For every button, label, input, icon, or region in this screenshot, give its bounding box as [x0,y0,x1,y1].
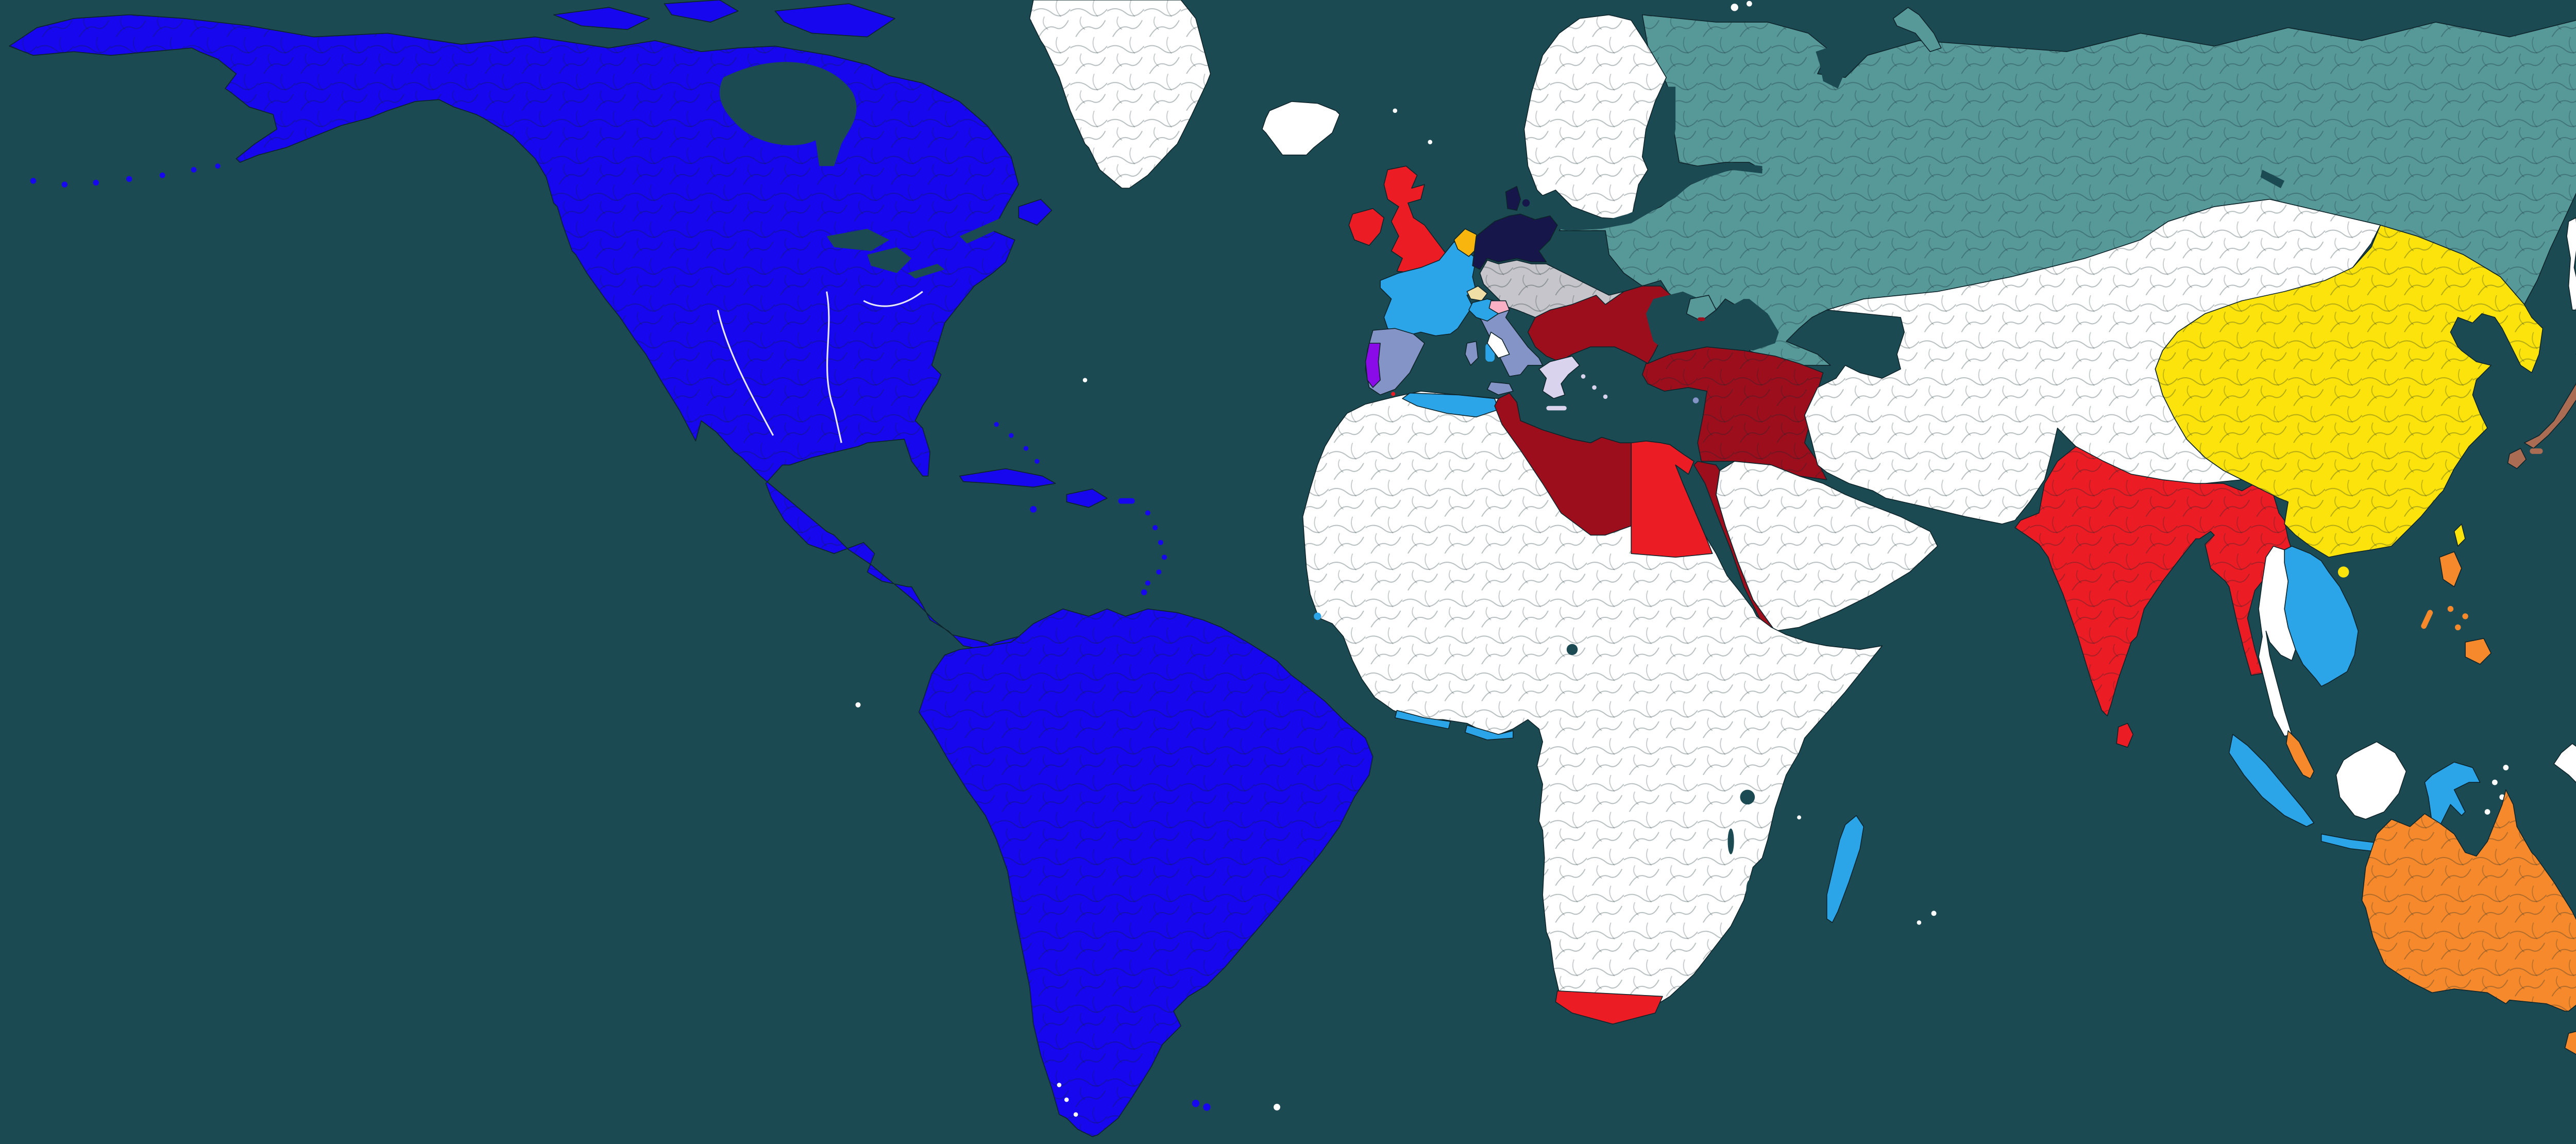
st-lawrence-gulf [959,215,1011,244]
malaya[interactable] [2285,730,2315,779]
rivers [717,291,923,443]
indian-ocean-islets[interactable] [1797,815,1937,925]
philippines[interactable] [2420,551,2492,665]
svalbard[interactable] [1731,1,1752,11]
kyushu[interactable] [2507,448,2527,469]
crimea[interactable] [1686,295,1717,322]
crimea-ottoman-port[interactable] [1698,317,1705,322]
lake-baikal [2260,170,2285,189]
tasmania[interactable] [2564,1030,2576,1055]
madagascar[interactable] [1826,815,1865,923]
ohio-river [863,291,923,307]
north-america-waters [719,62,1011,279]
newfoundland[interactable] [1018,198,1053,226]
region-britain[interactable] [1348,165,1451,277]
shikoku[interactable] [2530,448,2543,454]
france[interactable] [1380,241,1477,337]
hudson-bay [719,62,857,166]
hainan[interactable] [2337,566,2349,578]
japan[interactable] [2507,343,2576,469]
switzerland[interactable] [1466,285,1488,301]
gibraltar[interactable] [1391,392,1396,396]
iceland[interactable] [1262,101,1341,156]
aleutian-islands[interactable] [30,163,221,188]
honshu[interactable] [2523,363,2576,449]
zealand[interactable] [1522,199,1530,207]
cyprus[interactable] [1692,397,1699,403]
ceylon[interactable] [2116,722,2134,748]
venetia[interactable] [1488,300,1510,314]
new-guinea[interactable] [2553,743,2576,827]
sumatra[interactable] [2228,734,2315,827]
guinea-coast-colonies[interactable] [1314,612,1514,741]
luzon[interactable] [2439,551,2462,587]
denmark[interactable] [1505,186,1521,211]
great-lakes [826,229,890,251]
italy-south-slate[interactable] [1476,304,1544,377]
mindanao[interactable] [2465,638,2492,665]
atlantic-islets[interactable] [855,108,1433,1117]
falkland-islands[interactable] [1192,1100,1211,1111]
crete[interactable] [1546,406,1567,411]
egypt[interactable] [1631,440,1713,558]
sardinia[interactable] [1465,341,1479,366]
black-sea [1646,291,1779,355]
palawan[interactable] [2420,609,2434,630]
african-lakes [1566,644,1755,902]
siam[interactable] [2258,546,2296,737]
arctic-islands[interactable] [553,0,895,65]
region-pan-america[interactable] [8,0,1374,1138]
lake-huron-michigan [867,247,912,273]
rio-grande-river [717,310,774,436]
mississippi-river [825,291,842,443]
taiwan[interactable] [2453,524,2466,547]
papal-states[interactable] [1486,331,1510,359]
french-algeria[interactable] [1402,392,1499,418]
baltic-sea [1518,87,1762,231]
russia-arctic-islands[interactable] [1892,7,1942,53]
cape-colony[interactable] [1555,990,1663,1025]
white-sea [1816,44,1849,89]
portugal[interactable] [1365,343,1381,388]
lake-erie-ontario [908,264,945,279]
caribbean-islands[interactable] [959,422,1167,596]
prussia[interactable] [1472,213,1558,270]
ireland[interactable] [1348,208,1385,246]
